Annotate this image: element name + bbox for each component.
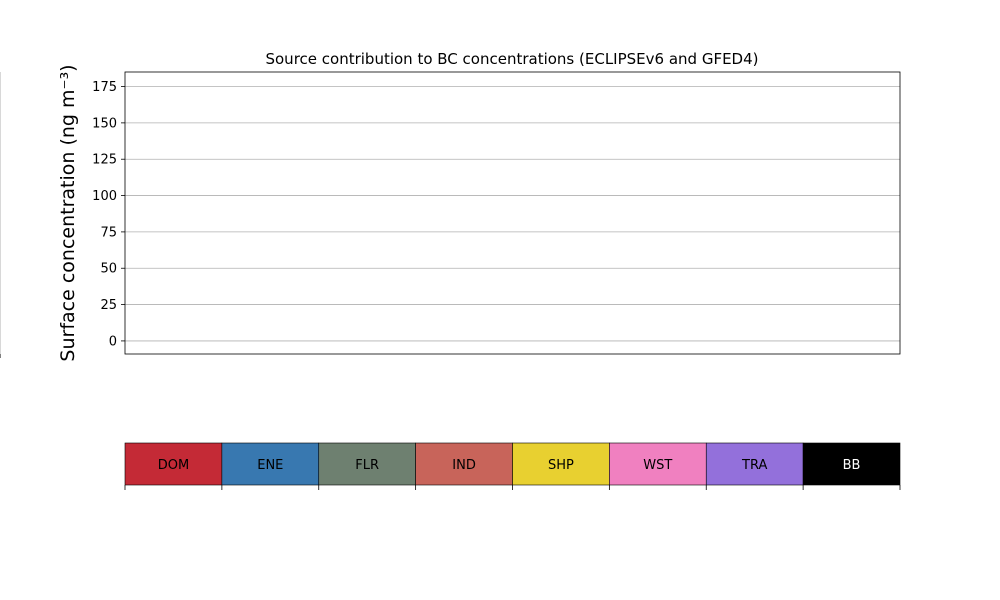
legend-label-bb: BB: [843, 458, 861, 473]
y-axis: 0 25 50 75 100 125 150 175: [92, 80, 125, 349]
plot-frame: [124, 71, 901, 355]
y-axis-label: Surface concentration (ng m⁻³): [57, 64, 79, 361]
legend-label-ind: IND: [452, 458, 476, 473]
y-tick-label: 75: [100, 225, 117, 240]
legend-swatch-flr: [318, 442, 416, 486]
legend-swatch-wst: [609, 442, 707, 486]
legend-label-tra: TRA: [741, 458, 767, 473]
y-tick-label: 175: [92, 80, 117, 95]
legend-colorbar: DOM ENE FLR IND SHP WST TRA BB: [124, 442, 901, 490]
legend-swatch-ind: [415, 442, 513, 486]
legend-label-dom: DOM: [158, 458, 189, 473]
legend-label-wst: WST: [643, 458, 672, 473]
legend-label-flr: FLR: [355, 458, 379, 473]
y-tick-label: 150: [92, 116, 117, 131]
legend-swatch-bb: [802, 442, 901, 486]
legend-label-ene: ENE: [257, 458, 283, 473]
y-tick-label: 50: [100, 262, 117, 277]
legend-swatch-tra: [705, 442, 804, 486]
legend-swatch-shp: [512, 442, 610, 486]
y-tick-label: 100: [92, 189, 117, 204]
y-tick-label: 125: [92, 153, 117, 168]
chart-title: Source contribution to BC concentrations…: [265, 50, 758, 68]
y-tick-label: 0: [109, 334, 117, 349]
legend-swatch-ene: [221, 442, 320, 486]
y-tick-label: 25: [100, 298, 117, 313]
legend-label-shp: SHP: [548, 458, 574, 473]
plot-area: [0, 72, 900, 354]
legend-swatch-dom: [124, 442, 223, 486]
